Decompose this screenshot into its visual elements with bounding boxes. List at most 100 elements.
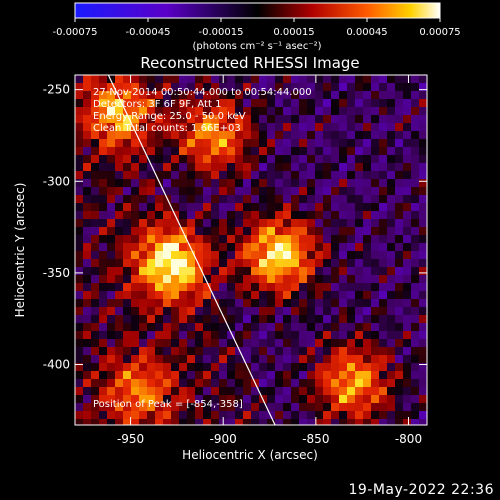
heatmap-cell <box>115 211 124 220</box>
heatmap-cell <box>235 291 244 300</box>
heatmap-cell <box>243 163 252 172</box>
heatmap-cell <box>403 235 412 244</box>
heatmap-cell <box>411 355 420 364</box>
heatmap-cell <box>219 163 228 172</box>
heatmap-cell <box>107 267 116 276</box>
heatmap-cell <box>107 275 116 284</box>
y-tick-label: -300 <box>43 174 70 188</box>
heatmap-cell <box>227 91 236 100</box>
heatmap-cell <box>195 411 204 420</box>
heatmap-cell <box>99 211 108 220</box>
heatmap-cell <box>411 195 420 204</box>
heatmap-cell <box>163 235 172 244</box>
heatmap-cell <box>387 387 396 396</box>
heatmap-cell <box>267 163 276 172</box>
heatmap-cell <box>195 243 204 252</box>
heatmap-cell <box>99 403 108 412</box>
heatmap-cell <box>299 267 308 276</box>
heatmap-cell <box>403 387 412 396</box>
heatmap-cell <box>187 363 196 372</box>
heatmap-cell <box>107 347 116 356</box>
heatmap-cell <box>331 139 340 148</box>
heatmap-cell <box>187 195 196 204</box>
heatmap-cell <box>419 363 427 372</box>
heatmap-cell <box>107 355 116 364</box>
heatmap-cell <box>291 419 300 425</box>
heatmap-cell <box>83 187 92 196</box>
heatmap-cell <box>283 203 292 212</box>
heatmap-cell <box>379 267 388 276</box>
heatmap-cell <box>339 91 348 100</box>
heatmap-cell <box>347 251 356 260</box>
heatmap-cell <box>347 323 356 332</box>
heatmap-cell <box>291 299 300 308</box>
heatmap-cell <box>339 235 348 244</box>
heatmap-cell <box>83 123 92 132</box>
heatmap-cell <box>123 235 132 244</box>
heatmap-cell <box>323 179 332 188</box>
heatmap-cell <box>379 91 388 100</box>
heatmap-cell <box>411 179 420 188</box>
heatmap-cell <box>123 131 132 140</box>
heatmap-cell <box>371 275 380 284</box>
heatmap-cell <box>171 195 180 204</box>
heatmap-cell <box>403 371 412 380</box>
heatmap-cell <box>243 115 252 124</box>
heatmap-cell <box>107 171 116 180</box>
heatmap-cell <box>195 267 204 276</box>
heatmap-cell <box>211 251 220 260</box>
heatmap-cell <box>219 275 228 284</box>
heatmap-cell <box>267 203 276 212</box>
heatmap-cell <box>259 131 268 140</box>
heatmap-cell <box>291 379 300 388</box>
heatmap-cell <box>91 211 100 220</box>
heatmap-cell <box>323 379 332 388</box>
heatmap-cell <box>363 283 372 292</box>
colorbar-tick-label: 0.00015 <box>273 27 314 38</box>
heatmap-cell <box>131 299 140 308</box>
heatmap-cell <box>379 419 388 425</box>
heatmap-cell <box>379 211 388 220</box>
heatmap-cell <box>371 115 380 124</box>
x-tick-label: -950 <box>117 432 144 446</box>
heatmap-cell <box>323 227 332 236</box>
heatmap-cell <box>379 395 388 404</box>
heatmap-cell <box>203 123 212 132</box>
heatmap-cell <box>339 147 348 156</box>
heatmap-cell <box>411 347 420 356</box>
heatmap-cell <box>323 235 332 244</box>
heatmap-cell <box>371 387 380 396</box>
heatmap-cell <box>147 371 156 380</box>
heatmap-cell <box>91 403 100 412</box>
heatmap-cell <box>315 83 324 92</box>
heatmap-cell <box>91 275 100 284</box>
heatmap-cell <box>83 99 92 108</box>
heatmap-cell <box>379 107 388 116</box>
heatmap-cell <box>203 291 212 300</box>
heatmap-cell <box>419 379 427 388</box>
heatmap-cell <box>307 163 316 172</box>
heatmap-cell <box>163 395 172 404</box>
heatmap-cell <box>387 155 396 164</box>
heatmap-cell <box>419 187 427 196</box>
heatmap-cell <box>139 203 148 212</box>
heatmap-cell <box>219 347 228 356</box>
heatmap-cell <box>211 83 220 92</box>
heatmap-cell <box>123 83 132 92</box>
heatmap-cell <box>379 331 388 340</box>
heatmap-cell <box>91 395 100 404</box>
heatmap-cell <box>123 147 132 156</box>
heatmap-cell <box>379 75 388 84</box>
heatmap-cell <box>291 291 300 300</box>
heatmap-cell <box>155 115 164 124</box>
heatmap-cell <box>155 195 164 204</box>
heatmap-cell <box>331 91 340 100</box>
heatmap-cell <box>323 371 332 380</box>
heatmap-cell <box>91 179 100 188</box>
heatmap-cell <box>363 267 372 276</box>
heatmap-cell <box>395 187 404 196</box>
heatmap-cell <box>235 195 244 204</box>
heatmap-cell <box>411 259 420 268</box>
heatmap-cell <box>275 419 284 425</box>
heatmap-cell <box>147 411 156 420</box>
